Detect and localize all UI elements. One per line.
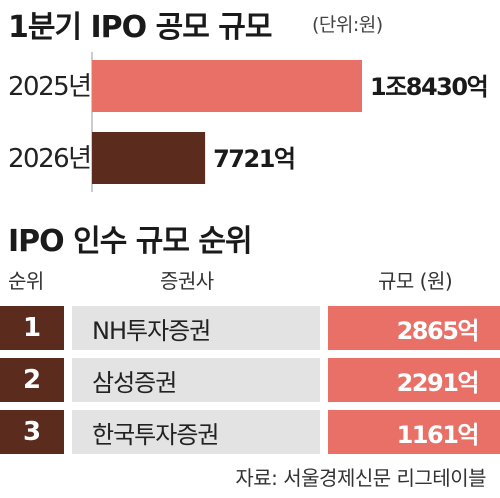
size-cell: 2291억 (328, 358, 500, 402)
bar (92, 60, 362, 112)
table-row: 2 삼성증권 2291억 (0, 358, 500, 402)
data-label: 1조8430억 (370, 73, 487, 101)
table-row: 3 한국투자증권 1161억 (0, 410, 500, 454)
rank-cell: 2 (0, 358, 64, 402)
header-firm: 증권사 (160, 269, 214, 293)
firm-cell: NH투자증권 (72, 306, 320, 350)
rank-cell: 3 (0, 410, 64, 454)
firm-cell: 한국투자증권 (72, 410, 320, 454)
chart-title: 1분기 IPO 공모 규모 (8, 10, 272, 45)
unit-label: (단위:원) (312, 14, 383, 36)
category-label: 2025년 (8, 72, 91, 102)
firm-cell: 삼성증권 (72, 358, 320, 402)
category-label: 2026년 (8, 144, 91, 174)
ipo-bar-chart: 2025년 1조8430억 2026년 7721억 (8, 52, 489, 192)
rank-cell: 1 (0, 306, 64, 350)
size-cell: 2865억 (328, 306, 500, 350)
header-size: 규모 (원) (378, 269, 453, 293)
table-row: 1 NH투자증권 2865억 (0, 306, 500, 350)
header-rank: 순위 (8, 269, 44, 293)
ranking-title: IPO 인수 규모 순위 (8, 224, 253, 259)
size-cell: 1161억 (328, 410, 500, 454)
source-note: 자료: 서울경제신문 리그테이블 (235, 466, 486, 490)
bar (92, 132, 206, 184)
data-label: 7721억 (213, 145, 294, 173)
